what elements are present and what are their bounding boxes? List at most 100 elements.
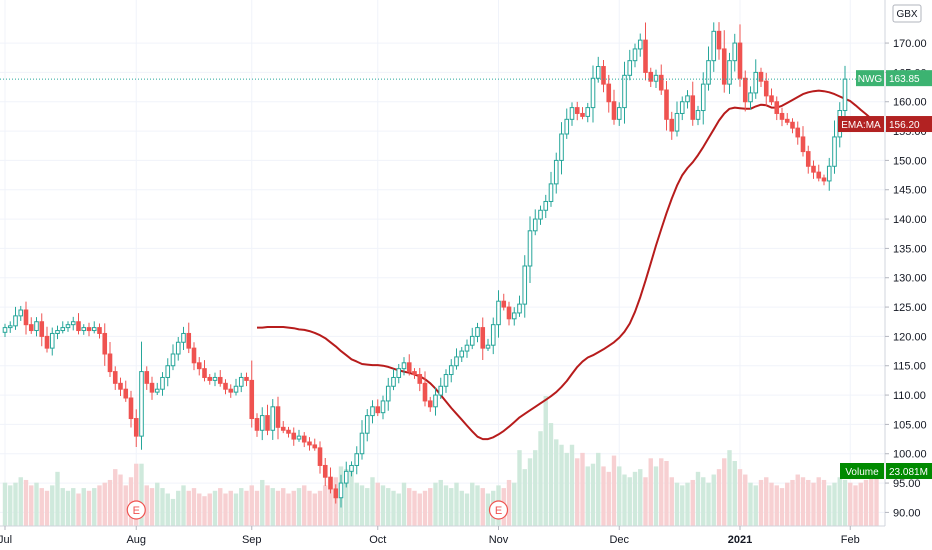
volume-bar: [281, 488, 286, 526]
time-tick-label: Nov: [489, 534, 509, 546]
volume-bar: [701, 477, 706, 526]
candle-body: [223, 382, 228, 390]
volume-bar: [44, 490, 50, 526]
candle-body: [721, 48, 727, 85]
ema-polyline: [257, 89, 883, 441]
volume-bar: [653, 466, 659, 526]
candle: [632, 43, 638, 68]
candle: [275, 396, 281, 440]
ema-price-tag: EMA:MA 156.20: [838, 116, 932, 133]
candle-body: [842, 78, 848, 112]
candle-body: [160, 376, 165, 390]
candle-body: [212, 376, 218, 381]
volume-bar: [275, 490, 281, 526]
candle: [427, 396, 433, 412]
volume-bar: [102, 482, 107, 526]
candle-body: [217, 376, 223, 384]
candle-body: [769, 95, 774, 103]
candle-body: [774, 101, 780, 114]
candle-body: [580, 112, 585, 117]
price-tick-label: 110.00: [893, 390, 926, 402]
price-tick-label: 140.00: [893, 214, 927, 226]
candle: [706, 46, 711, 91]
candle: [170, 344, 176, 371]
volume-bar: [29, 485, 34, 526]
candle-body: [91, 327, 97, 332]
candle-body: [7, 325, 13, 329]
candle: [622, 61, 627, 124]
volume-bar: [307, 490, 312, 526]
volume-bars: [2, 396, 879, 526]
volume-bar: [800, 477, 806, 526]
candle-body: [349, 464, 354, 472]
time-axis[interactable]: Jul Aug Sep Oct Nov Dec 2021 Feb: [0, 525, 885, 546]
volume-bar: [853, 485, 858, 526]
candle-body: [23, 309, 29, 326]
volume-bar: [716, 469, 722, 526]
candle: [86, 322, 92, 337]
candle: [60, 321, 66, 334]
volume-bar: [428, 488, 433, 526]
candle-body: [590, 77, 596, 109]
earnings-marker[interactable]: E: [488, 500, 509, 520]
volume-bar: [260, 479, 265, 526]
time-tick-label: 2021: [728, 534, 752, 546]
candle: [790, 118, 795, 134]
volume-bar: [543, 396, 548, 526]
candle: [469, 327, 475, 350]
candle-body: [595, 66, 601, 79]
candle-body: [44, 335, 50, 349]
candle-body: [149, 382, 155, 393]
volume-bar: [659, 458, 664, 526]
volume-bar: [270, 488, 275, 526]
candle-body: [637, 39, 643, 50]
candle-body: [322, 464, 328, 478]
candle: [438, 377, 444, 399]
symbol-price-tag-label: NWG: [858, 74, 883, 85]
candle-body: [758, 71, 764, 82]
candle-body: [49, 332, 55, 349]
candle: [254, 413, 260, 437]
candle: [317, 441, 323, 474]
volume-bar: [317, 490, 323, 526]
candle-body: [616, 107, 622, 120]
candle-body: [784, 118, 790, 123]
candle-body: [648, 71, 654, 82]
candle: [475, 322, 480, 343]
candle-body: [391, 376, 396, 387]
candle-body: [296, 435, 302, 440]
volume-bar: [13, 482, 18, 526]
candle: [748, 86, 753, 110]
volume-bar: [71, 488, 76, 526]
candle: [732, 33, 738, 72]
volume-bar: [785, 482, 790, 526]
volume-bar: [344, 469, 349, 526]
candle-body: [490, 324, 496, 346]
volume-bar: [449, 488, 454, 526]
currency-badge[interactable]: GBX: [892, 4, 922, 23]
volume-bar: [590, 463, 596, 526]
candle-body: [286, 429, 291, 434]
volume-bar: [869, 477, 874, 526]
volume-bar: [438, 479, 443, 526]
candle: [118, 377, 123, 396]
candle-body: [522, 265, 528, 305]
candle-body: [244, 376, 249, 381]
volume-bar: [349, 471, 354, 526]
volume-bar: [743, 474, 748, 526]
price-tick-label: 170.00: [893, 38, 927, 50]
candle: [375, 399, 381, 417]
candle: [202, 360, 207, 382]
candle: [322, 457, 328, 486]
candle: [784, 113, 790, 126]
candle: [112, 366, 118, 390]
candle-body: [191, 347, 197, 364]
candle: [590, 65, 596, 123]
candle: [307, 437, 312, 451]
candle: [832, 120, 837, 174]
candle: [412, 368, 417, 379]
candle: [181, 326, 186, 351]
earnings-marker[interactable]: E: [126, 500, 146, 520]
